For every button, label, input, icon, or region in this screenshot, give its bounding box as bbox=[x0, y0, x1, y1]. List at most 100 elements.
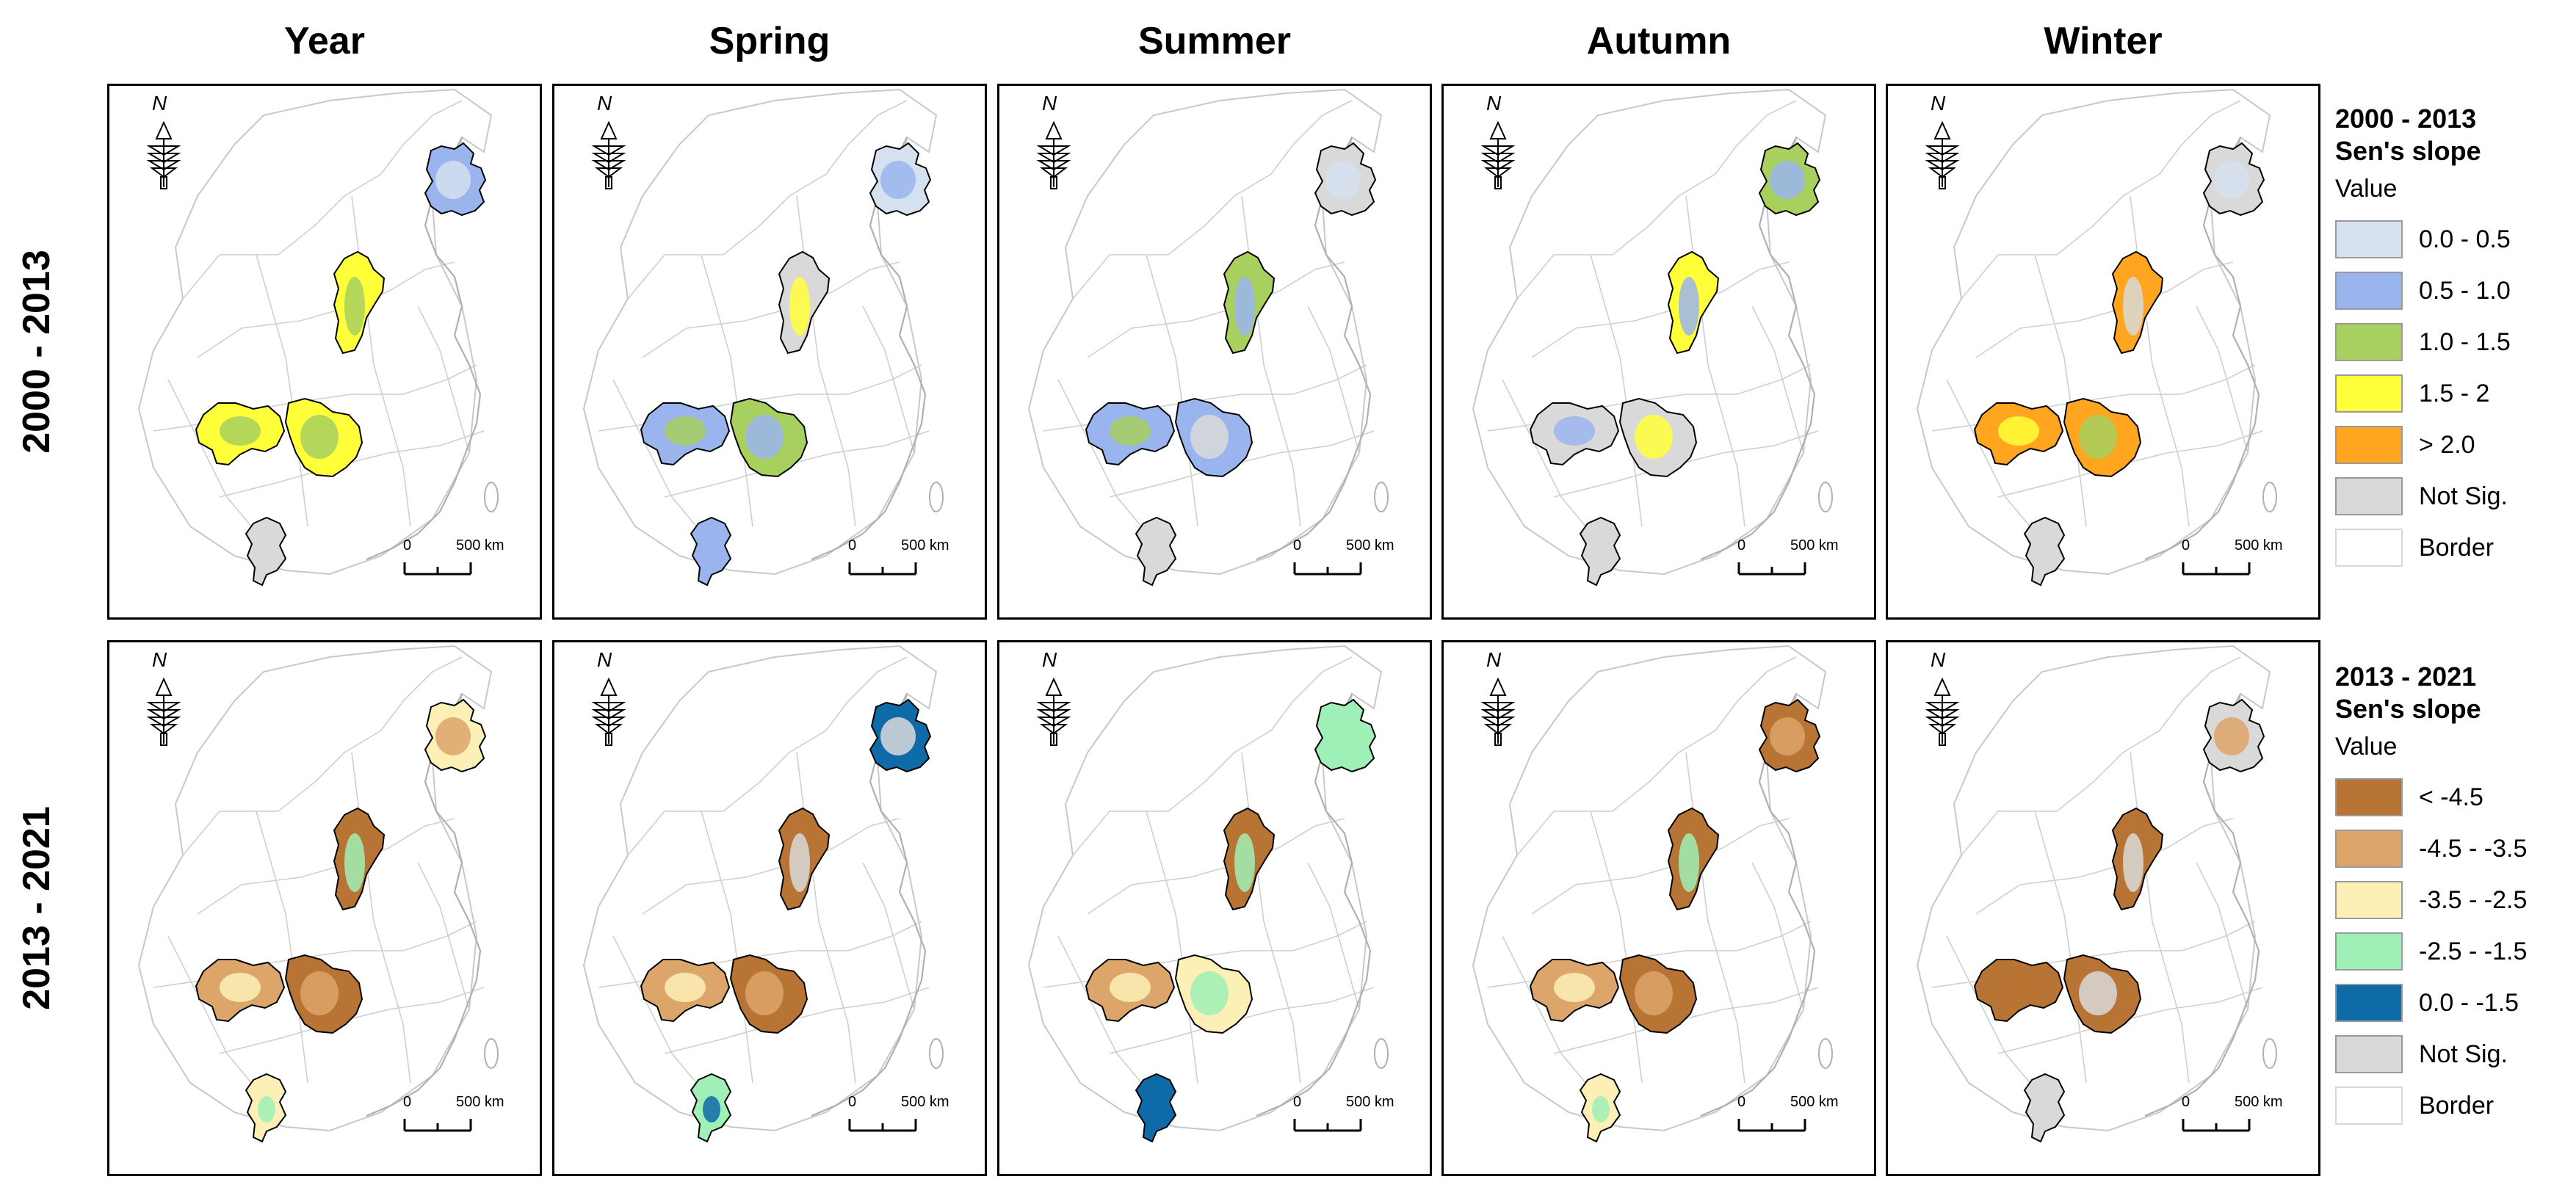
scale-distance-label: 500 km bbox=[1790, 1094, 1839, 1110]
legend-swatch bbox=[2335, 932, 2403, 971]
region-south bbox=[2023, 1073, 2066, 1143]
scale-bar-line bbox=[2182, 562, 2251, 576]
legend-swatch bbox=[2335, 272, 2403, 310]
region-south-patch bbox=[703, 1096, 720, 1123]
north-arrow-icon bbox=[1032, 101, 1076, 196]
scale-zero-label: 0 bbox=[1737, 537, 1746, 554]
province-border bbox=[664, 430, 930, 498]
region-sichuan bbox=[1529, 959, 1620, 1023]
scale-zero-label: 0 bbox=[848, 1094, 857, 1110]
region-north bbox=[2111, 250, 2164, 355]
map-panel-2000-2013-spring: N 0 500 km bbox=[552, 84, 987, 620]
scale-zero-label: 0 bbox=[1293, 537, 1302, 554]
scale-bar: 0 500 km bbox=[1293, 1094, 1425, 1160]
province-border bbox=[197, 818, 455, 915]
region-northeast bbox=[1758, 698, 1821, 773]
north-arrow-icon bbox=[142, 657, 186, 752]
province-border bbox=[256, 810, 308, 1084]
map-panel-2000-2013-winter: N 0 500 km bbox=[1886, 84, 2320, 620]
legend-item: 0.0 - 0.5 bbox=[2335, 214, 2570, 265]
coastline bbox=[1700, 693, 1816, 1117]
legend-title-period: 2013 - 2021 bbox=[2335, 661, 2477, 692]
region-south bbox=[245, 1073, 287, 1143]
province-border bbox=[642, 818, 900, 915]
province-border bbox=[1307, 862, 1360, 1010]
region-north bbox=[333, 807, 386, 911]
scale-bar: 0 500 km bbox=[1737, 1094, 1870, 1160]
map-svg bbox=[1916, 645, 2277, 1143]
north-label: N bbox=[1931, 92, 1946, 115]
legend-label: 1.0 - 1.5 bbox=[2419, 327, 2511, 356]
region-central-patch bbox=[2079, 971, 2117, 1015]
province-border bbox=[1553, 987, 1819, 1054]
province-border bbox=[1109, 987, 1375, 1054]
scale-bar-line bbox=[848, 1119, 917, 1132]
legend-label: < -4.5 bbox=[2419, 783, 2483, 811]
legend-label: Not Sig. bbox=[2419, 1040, 2508, 1068]
coastline bbox=[1256, 137, 1372, 561]
coastline bbox=[2144, 137, 2260, 561]
region-north-patch bbox=[1234, 833, 1255, 892]
province-border bbox=[1961, 100, 2241, 300]
province-border bbox=[1109, 430, 1375, 498]
scale-bar: 0 500 km bbox=[1737, 537, 1870, 603]
legend-item: 1.0 - 1.5 bbox=[2335, 316, 2570, 368]
legend-swatch bbox=[2335, 323, 2403, 361]
province-border bbox=[167, 379, 264, 542]
taiwan-outline bbox=[1818, 482, 1833, 512]
legend-item: 0.5 - 1.0 bbox=[2335, 265, 2570, 316]
province-border bbox=[642, 261, 900, 358]
province-border bbox=[2130, 752, 2190, 1084]
province-border bbox=[219, 430, 485, 498]
region-north-patch bbox=[1679, 277, 1699, 336]
region-south bbox=[690, 516, 732, 587]
region-north-patch bbox=[2123, 833, 2143, 892]
scale-zero-label: 0 bbox=[2182, 537, 2190, 554]
scale-distance-label: 500 km bbox=[901, 537, 949, 554]
legend-label: 0.0 - -1.5 bbox=[2419, 988, 2519, 1017]
scale-bar: 0 500 km bbox=[1293, 537, 1425, 603]
map-svg bbox=[1916, 88, 2277, 587]
region-south-patch bbox=[1592, 540, 1610, 566]
legend-label: 0.5 - 1.0 bbox=[2419, 276, 2511, 305]
taiwan-outline bbox=[1374, 1038, 1389, 1069]
province-border bbox=[627, 100, 908, 300]
region-north bbox=[1223, 807, 1276, 911]
region-sichuan-patch bbox=[1554, 416, 1595, 446]
province-border bbox=[197, 261, 455, 358]
region-north-patch bbox=[789, 277, 810, 336]
map-panel-2013-2021-winter: N 0 500 km bbox=[1886, 640, 2320, 1176]
scale-distance-label: 500 km bbox=[456, 1094, 504, 1110]
region-south-patch bbox=[258, 1096, 275, 1123]
province-border bbox=[2130, 195, 2190, 527]
region-northeast-patch bbox=[1325, 717, 1361, 755]
region-sichuan-patch bbox=[1110, 416, 1151, 446]
region-south bbox=[690, 1073, 732, 1143]
scale-distance-label: 500 km bbox=[1790, 537, 1839, 554]
scale-bar: 0 500 km bbox=[848, 1094, 980, 1160]
column-title-winter: Winter bbox=[2044, 20, 2163, 62]
region-central bbox=[1618, 397, 1698, 478]
legend-item: Border bbox=[2335, 522, 2570, 573]
legend-swatch bbox=[2335, 374, 2403, 413]
province-border bbox=[182, 656, 463, 856]
legend-item: Not Sig. bbox=[2335, 471, 2570, 522]
province-border bbox=[862, 305, 915, 454]
region-central-patch bbox=[2079, 415, 2117, 459]
region-northeast bbox=[869, 142, 932, 217]
province-border bbox=[2196, 862, 2248, 1010]
region-northeast bbox=[1758, 142, 1821, 217]
region-north-patch bbox=[789, 833, 810, 892]
map-svg bbox=[1027, 645, 1389, 1143]
legend-item: -4.5 - -3.5 bbox=[2335, 823, 2570, 874]
province-border bbox=[1553, 430, 1819, 498]
legend-swatch bbox=[2335, 984, 2403, 1022]
map-svg bbox=[582, 88, 944, 587]
map-panel-2000-2013-year: N 0 500 km bbox=[107, 84, 542, 620]
scale-bar: 0 500 km bbox=[403, 537, 535, 603]
province-border bbox=[1241, 752, 1301, 1084]
province-border bbox=[1502, 935, 1599, 1098]
region-central bbox=[1174, 954, 1253, 1034]
region-north bbox=[1667, 250, 1720, 355]
scale-bar: 0 500 km bbox=[403, 1094, 535, 1160]
